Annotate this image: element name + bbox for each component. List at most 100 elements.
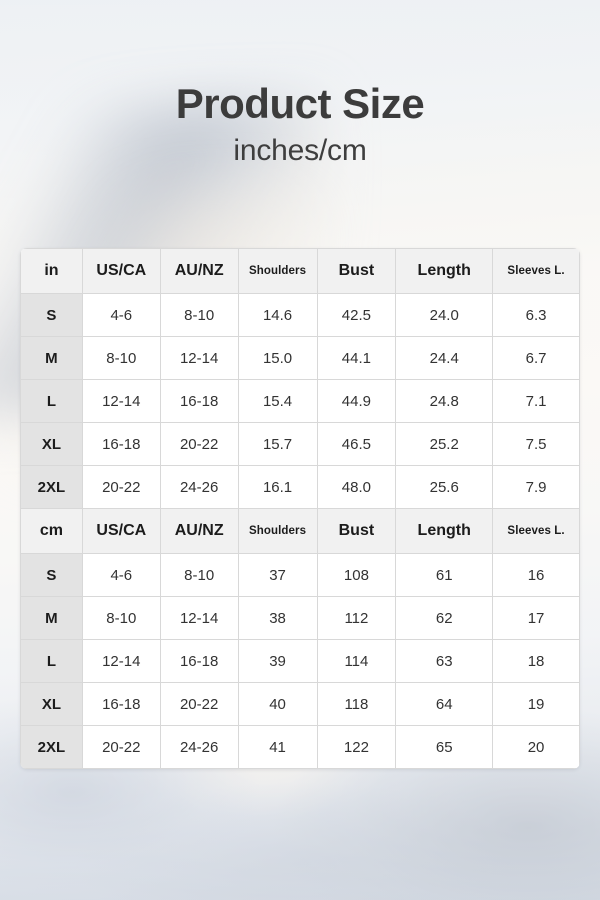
table-cell: 12-14 <box>159 336 239 380</box>
unit-header-cm: cm <box>20 508 83 554</box>
table-cell: 8-10 <box>81 596 161 640</box>
table-cell: 42.5 <box>316 293 397 337</box>
table-cell: 18 <box>492 639 580 683</box>
table-row: XL 16-18 20-22 15.7 46.5 25.2 7.5 <box>20 422 580 466</box>
column-header-au-nz: AU/NZ <box>159 508 239 554</box>
table-cell: 46.5 <box>316 422 397 466</box>
table-cell: 6.7 <box>492 336 580 380</box>
size-label-xl: XL <box>20 682 83 726</box>
size-label-l: L <box>20 379 83 423</box>
table-cell: 16 <box>492 553 580 597</box>
table-cell: 7.9 <box>492 465 580 509</box>
table-cell: 7.1 <box>492 379 580 423</box>
table-cell: 114 <box>316 639 397 683</box>
table-row: 2XL 20-22 24-26 16.1 48.0 25.6 7.9 <box>20 465 580 509</box>
column-header-bust: Bust <box>316 508 397 554</box>
table-cell: 62 <box>395 596 494 640</box>
table-cell: 38 <box>237 596 318 640</box>
page-subtitle: inches/cm <box>233 134 367 168</box>
table-cell: 20 <box>492 725 580 769</box>
size-label-xl: XL <box>20 422 83 466</box>
column-header-shoulders: Shoulders <box>237 248 318 294</box>
table-cell: 12-14 <box>159 596 239 640</box>
table-cell: 20-22 <box>81 465 161 509</box>
size-chart-table: in US/CA AU/NZ Shoulders Bust Length Sleeves L… <box>20 248 580 769</box>
table-cell: 24-26 <box>159 465 239 509</box>
column-header-length: Length <box>395 248 494 294</box>
table-cell: 108 <box>316 553 397 597</box>
table-cell: 63 <box>395 639 494 683</box>
table-row: 2XL 20-22 24-26 41 122 65 20 <box>20 725 580 769</box>
table-row: L 12-14 16-18 39 114 63 18 <box>20 639 580 683</box>
table-row: L 12-14 16-18 15.4 44.9 24.8 7.1 <box>20 379 580 423</box>
table-cell: 112 <box>316 596 397 640</box>
column-header-us-ca: US/CA <box>81 248 161 294</box>
size-label-2xl: 2XL <box>20 465 83 509</box>
table-cell: 37 <box>237 553 318 597</box>
table-cell: 12-14 <box>81 639 161 683</box>
table-cell: 25.6 <box>395 465 494 509</box>
table-cell: 24.4 <box>395 336 494 380</box>
column-header-length: Length <box>395 508 494 554</box>
size-label-l: L <box>20 639 83 683</box>
size-label-s: S <box>20 293 83 337</box>
table-cell: 25.2 <box>395 422 494 466</box>
table-cell: 44.9 <box>316 379 397 423</box>
table-cell: 4-6 <box>81 293 161 337</box>
table-cell: 24.8 <box>395 379 494 423</box>
table-row: S 4-6 8-10 14.6 42.5 24.0 6.3 <box>20 293 580 337</box>
table-cell: 40 <box>237 682 318 726</box>
table-row: S 4-6 8-10 37 108 61 16 <box>20 553 580 597</box>
table-cell: 16.1 <box>237 465 318 509</box>
table-cell: 16-18 <box>159 639 239 683</box>
size-chart-wrapper: in US/CA AU/NZ Shoulders Bust Length Sleeves L… <box>20 248 580 769</box>
page-heading: Product Size inches/cm <box>0 0 600 168</box>
table-cell: 61 <box>395 553 494 597</box>
column-header-au-nz: AU/NZ <box>159 248 239 294</box>
column-header-bust: Bust <box>316 248 397 294</box>
unit-header-in: in <box>20 248 83 294</box>
table-cell: 8-10 <box>159 553 239 597</box>
table-cell: 15.0 <box>237 336 318 380</box>
size-label-s: S <box>20 553 83 597</box>
table-cell: 24.0 <box>395 293 494 337</box>
table-cell: 44.1 <box>316 336 397 380</box>
table-cell: 39 <box>237 639 318 683</box>
table-cell: 118 <box>316 682 397 726</box>
table-cell: 48.0 <box>316 465 397 509</box>
table-cell: 4-6 <box>81 553 161 597</box>
table-cell: 24-26 <box>159 725 239 769</box>
table-cell: 65 <box>395 725 494 769</box>
table-cell: 8-10 <box>159 293 239 337</box>
page-title: Product Size <box>175 80 425 127</box>
table-cell: 122 <box>316 725 397 769</box>
size-label-m: M <box>20 596 83 640</box>
column-header-shoulders: Shoulders <box>237 508 318 554</box>
table-row: XL 16-18 20-22 40 118 64 19 <box>20 682 580 726</box>
size-label-m: M <box>20 336 83 380</box>
table-cell: 19 <box>492 682 580 726</box>
table-header-row-in: in US/CA AU/NZ Shoulders Bust Length Sleeves L… <box>20 248 580 294</box>
table-cell: 6.3 <box>492 293 580 337</box>
table-cell: 7.5 <box>492 422 580 466</box>
table-cell: 16-18 <box>81 422 161 466</box>
column-header-sleeves-l: Sleeves L. <box>492 508 580 554</box>
table-row: M 8-10 12-14 38 112 62 17 <box>20 596 580 640</box>
table-cell: 17 <box>492 596 580 640</box>
table-cell: 14.6 <box>237 293 318 337</box>
table-header-row-cm: cm US/CA AU/NZ Shoulders Bust Length Sleeves L… <box>20 508 580 554</box>
table-cell: 64 <box>395 682 494 726</box>
table-cell: 16-18 <box>81 682 161 726</box>
table-cell: 16-18 <box>159 379 239 423</box>
table-cell: 15.7 <box>237 422 318 466</box>
table-cell: 12-14 <box>81 379 161 423</box>
table-row: M 8-10 12-14 15.0 44.1 24.4 6.7 <box>20 336 580 380</box>
table-cell: 41 <box>237 725 318 769</box>
size-label-2xl: 2XL <box>20 725 83 769</box>
column-header-sleeves-l: Sleeves L. <box>492 248 580 294</box>
column-header-us-ca: US/CA <box>81 508 161 554</box>
table-cell: 20-22 <box>81 725 161 769</box>
table-cell: 20-22 <box>159 422 239 466</box>
table-cell: 15.4 <box>237 379 318 423</box>
table-cell: 8-10 <box>81 336 161 380</box>
